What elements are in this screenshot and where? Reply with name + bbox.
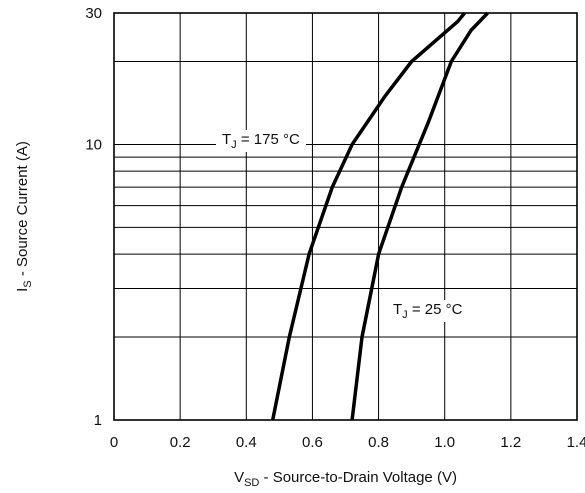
y-axis-label-main: I <box>14 288 31 292</box>
series-curve-1 <box>350 11 489 421</box>
y-axis-label-sub: S <box>22 280 34 287</box>
grid-lines <box>113 12 578 421</box>
annotation-175c-main: T <box>222 131 231 148</box>
series-curves <box>270 11 489 421</box>
annotation-bg-25c <box>387 300 469 322</box>
y-axis-label: IS - Source Current (A) <box>14 141 34 292</box>
x-tick-label-7: 1.4 <box>567 434 585 451</box>
x-axis-label-main: V <box>234 469 244 486</box>
annotation-25c-main: T <box>393 301 402 318</box>
x-tick-label-0: 0 <box>110 434 118 451</box>
x-axis-label-rest: - Source-to-Drain Voltage (V) <box>259 469 457 486</box>
x-tick-label-1: 0.2 <box>170 434 191 451</box>
annotation-175c-rest: = 175 °C <box>237 131 300 148</box>
x-tick-label-2: 0.4 <box>236 434 257 451</box>
annotation-tj-25c: TJ = 25 °C <box>393 301 463 321</box>
x-tick-label-3: 0.6 <box>302 434 323 451</box>
x-tick-label-6: 1.2 <box>500 434 521 451</box>
y-tick-label-1: 10 <box>85 136 102 153</box>
annotation-tj-175c: TJ = 175 °C <box>222 131 300 151</box>
x-tick-label-4: 0.8 <box>368 434 389 451</box>
x-axis-label-sub: SD <box>244 477 259 489</box>
annotation-bg-175c <box>216 130 306 152</box>
series-curve-0 <box>270 11 466 421</box>
annotation-25c-sub: J <box>402 309 408 321</box>
x-tick-label-5: 1.0 <box>434 434 455 451</box>
plot-frame <box>113 12 578 421</box>
y-tick-labels: 1 10 30 <box>85 5 102 429</box>
annotation-25c-rest: = 25 °C <box>408 301 463 318</box>
y-axis-label-rest: - Source Current (A) <box>14 141 31 280</box>
x-axis-label: VSD - Source-to-Drain Voltage (V) <box>234 469 457 489</box>
x-tick-labels: 0 0.2 0.4 0.6 0.8 1.0 1.2 1.4 <box>110 434 585 451</box>
annotation-175c-sub: J <box>231 139 237 151</box>
y-tick-label-2: 30 <box>85 5 102 22</box>
y-tick-label-0: 1 <box>94 412 102 429</box>
